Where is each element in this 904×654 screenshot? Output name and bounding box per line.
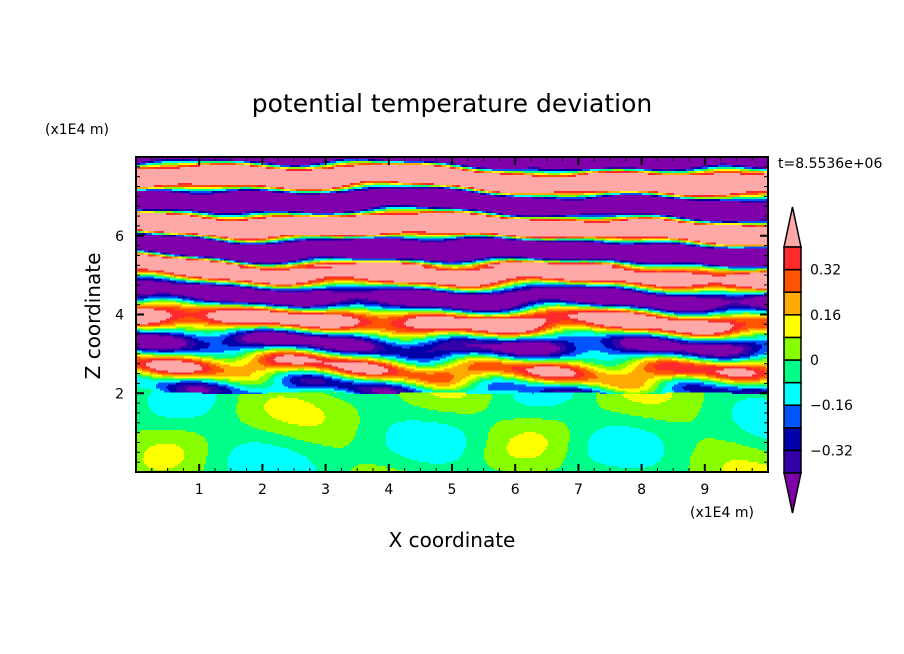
x-tick-label: 3 <box>321 482 330 498</box>
axes-group: 1 2 3 4 5 6 7 8 9 2 4 6 <box>115 156 769 498</box>
y-tick-label: 2 <box>115 386 124 402</box>
colorbar-swatch <box>783 427 802 452</box>
colorbar-swatch <box>783 314 802 339</box>
colorbar-swatch <box>783 291 802 316</box>
x-tick-label: 6 <box>511 482 520 498</box>
y-unit-label: (x1E4 m) <box>45 122 109 138</box>
colorbar-upper-extension <box>783 206 802 248</box>
colorbar-lower-extension <box>783 472 802 514</box>
x-tick-label: 4 <box>384 482 393 498</box>
y-tick-label: 6 <box>115 229 124 245</box>
x-tick-label: 7 <box>574 482 583 498</box>
x-tick-label: 8 <box>637 482 646 498</box>
colorbar-swatch <box>783 359 802 384</box>
colorbar-tick-label: 0.16 <box>810 308 841 324</box>
time-label: t=8.5536e+06 <box>778 156 882 172</box>
y-tick-label: 4 <box>115 308 124 324</box>
colorbar-tick-label: 0 <box>810 353 819 369</box>
colorbar-swatch <box>783 336 802 361</box>
y-axis-label: Z coordinate <box>81 253 105 380</box>
x-axis-label: X coordinate <box>389 528 516 552</box>
colorbar-swatch <box>783 246 802 271</box>
x-tick-label: 5 <box>448 482 457 498</box>
x-tick-label: 1 <box>195 482 204 498</box>
x-tick-label: 2 <box>258 482 267 498</box>
colorbar-tick-label: −0.32 <box>810 443 853 459</box>
colorbar-swatch <box>783 404 802 429</box>
colorbar: 0.32 0.16 0 −0.16 −0.32 <box>783 206 853 514</box>
colorbar-swatch <box>783 381 802 406</box>
plot-frame <box>135 156 769 473</box>
x-tick-label: 9 <box>700 482 709 498</box>
colorbar-tick-label: 0.32 <box>810 263 841 279</box>
x-unit-label: (x1E4 m) <box>690 505 754 521</box>
colorbar-swatch <box>783 449 802 474</box>
contour-field <box>136 157 768 472</box>
colorbar-swatch <box>783 268 802 293</box>
chart-title: potential temperature deviation <box>252 89 652 118</box>
colorbar-tick-label: −0.16 <box>810 398 853 414</box>
